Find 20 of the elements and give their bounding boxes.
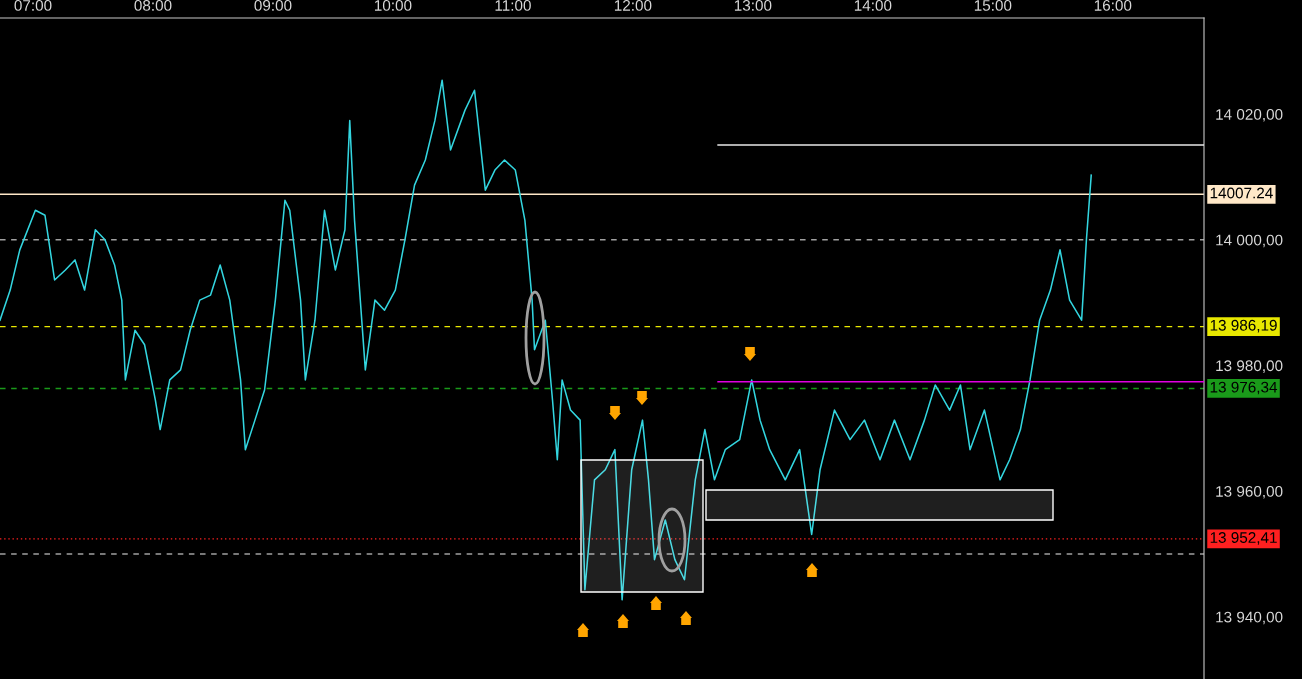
x-tick-label: 09:00 — [254, 0, 292, 11]
x-tick-label: 10:00 — [374, 0, 412, 11]
x-tick-label: 12:00 — [614, 0, 652, 11]
x-tick-label: 14:00 — [854, 0, 892, 11]
x-tick-label: 15:00 — [974, 0, 1012, 11]
ref-line-label: 14007.24 — [1210, 187, 1273, 199]
x-tick-label: 07:00 — [14, 0, 52, 11]
x-tick-label: 08:00 — [134, 0, 172, 11]
y-tick-label: 13 940,00 — [1216, 611, 1283, 625]
ref-line-label: 13 986,19 — [1210, 319, 1277, 333]
y-tick-label: 13 980,00 — [1216, 360, 1283, 373]
y-tick-label: 14 000,00 — [1216, 234, 1283, 248]
x-tick-label: 16:00 — [1094, 0, 1132, 11]
ref-line-label: 13 976,34 — [1210, 381, 1278, 395]
y-tick-label: 14 020,00 — [1216, 109, 1283, 122]
ref-line-label: 13 952,41 — [1210, 532, 1277, 545]
y-tick-label: 13 960,00 — [1216, 486, 1283, 499]
x-tick-label: 13:00 — [734, 0, 772, 11]
line-series — [0, 79, 1092, 601]
x-tick-label: 11:00 — [495, 0, 531, 11]
